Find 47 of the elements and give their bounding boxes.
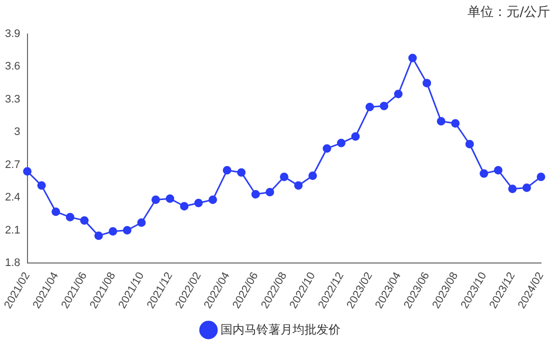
point [194,198,203,208]
point [380,102,388,110]
point [94,231,103,240]
point [465,140,474,148]
y-tick-label: 3 [14,126,20,138]
y-tick-label: 3.3 [4,93,20,106]
y-tick-label: 2.1 [4,224,20,236]
point [280,172,288,182]
point [66,212,74,222]
point [137,218,146,227]
point [52,207,60,216]
point [37,181,46,190]
point [422,78,432,88]
legend-label: 国内马铃薯月均批发价 [220,322,340,336]
point [208,195,218,204]
point [180,202,189,211]
point [166,194,174,203]
text: 单位：元/公斤 [468,4,550,20]
point [508,184,517,194]
point [351,132,360,141]
point [366,102,374,112]
point [23,167,32,176]
point [336,138,346,148]
point [122,226,132,235]
point [80,216,89,225]
point [266,188,274,196]
y-tick-label: 3.6 [4,60,20,73]
y-tick-label: 2.7 [4,158,20,171]
point [322,144,332,153]
point [151,195,160,204]
point [294,181,303,190]
point [251,190,260,199]
y-tick-label: 2.4 [4,192,20,204]
point [108,227,118,236]
point [408,54,417,62]
point [436,116,446,126]
point [536,172,546,182]
point [480,169,488,178]
y-tick-label: 1.8 [4,256,20,269]
point [494,166,502,175]
y-tick-label: 3.9 [4,28,20,40]
point [522,183,531,192]
point [451,119,460,128]
point [394,90,403,98]
point [308,171,317,180]
point [222,166,232,175]
point [237,168,246,177]
